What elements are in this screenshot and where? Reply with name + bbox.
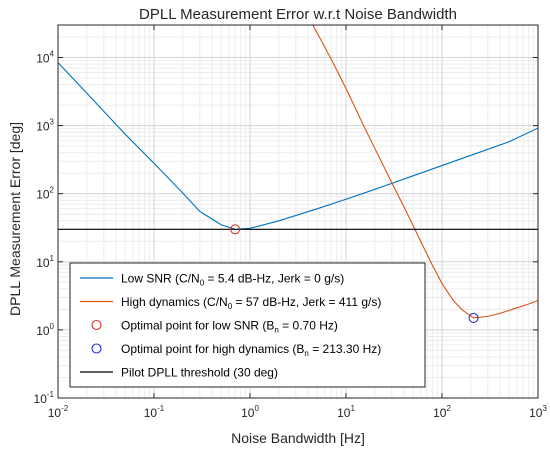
x-tick-label: 102: [433, 404, 451, 420]
y-tick-labels: 10-1 100 101 102 103 104: [34, 49, 55, 406]
chart-title: DPLL Measurement Error w.r.t Noise Bandw…: [139, 6, 457, 23]
series-line-1: [312, 24, 539, 319]
optimal-point-marker-0: [230, 224, 241, 235]
legend-high-dynamics-label: High dynamics (C/N0 = 57 dB-Hz, Jerk = 4…: [121, 295, 381, 311]
legend-optimal-low-snr-swatch: [91, 319, 102, 331]
series-line-0: [57, 62, 539, 230]
legend-low-snr-label: Low SNR (C/N0 = 5.4 dB-Hz, Jerk = 0 g/s): [121, 272, 344, 288]
y-tick-label: 101: [36, 254, 54, 270]
legend-optimal-high-dynamics-label: Optimal point for high dynamics (Bn = 21…: [121, 342, 381, 358]
y-tick-label: 100: [36, 322, 54, 338]
y-tick-label: 103: [36, 118, 54, 134]
x-tick-label: 100: [241, 404, 259, 420]
x-tick-label: 103: [529, 404, 547, 420]
x-axis-label: Noise Bandwidth [Hz]: [231, 430, 365, 446]
x-tick-label: 10-2: [48, 404, 69, 420]
x-tick-label: 10-1: [144, 404, 165, 420]
series-layer: [57, 24, 539, 319]
legend-box: [69, 262, 426, 388]
optimal-point-marker-1: [468, 312, 479, 323]
x-tick-label: 101: [337, 404, 355, 420]
y-tick-label: 10-1: [34, 390, 55, 406]
legend-pilot-threshold-label: Pilot DPLL threshold (30 deg): [121, 366, 278, 380]
y-axis-label: DPLL Measurement Error [deg]: [7, 122, 23, 316]
axes-box: [57, 24, 539, 399]
y-tick-label: 104: [36, 49, 54, 65]
legend: Low SNR (C/N0 = 5.4 dB-Hz, Jerk = 0 g/s)…: [69, 262, 426, 388]
y-tick-label: 102: [36, 186, 54, 202]
marker-layer: [230, 224, 479, 323]
x-tick-labels: 10-2 10-1 100 101 102 103: [48, 404, 548, 420]
legend-optimal-low-snr-label: Optimal point for low SNR (Bn = 0.70 Hz): [121, 319, 338, 335]
legend-optimal-high-dynamics-swatch: [91, 343, 102, 354]
axes-frame: [57, 24, 539, 399]
